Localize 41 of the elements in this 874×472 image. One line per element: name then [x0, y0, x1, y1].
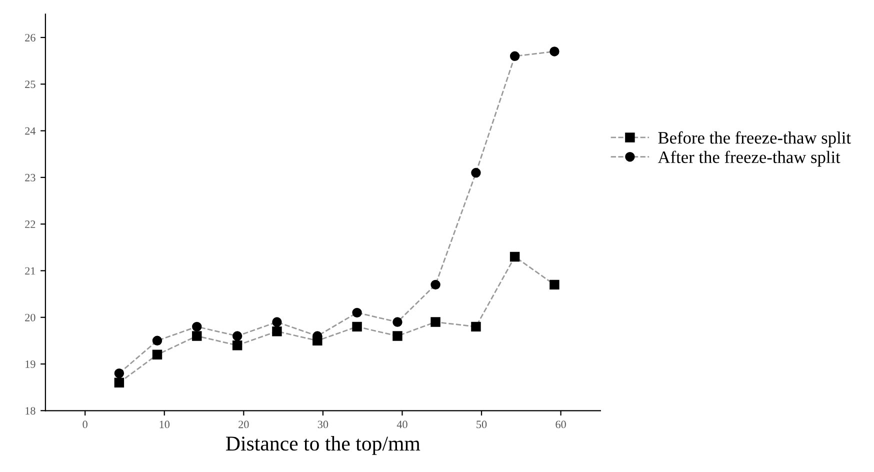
y-tick-label: 19	[26, 360, 36, 368]
point	[430, 280, 440, 290]
legend-label: Before the freeze-thaw split	[658, 131, 851, 148]
point	[152, 336, 162, 346]
point	[192, 331, 202, 341]
point	[114, 378, 124, 388]
y-tick-label: 25	[25, 80, 36, 88]
point	[272, 326, 282, 336]
point	[192, 322, 202, 332]
point	[352, 322, 362, 332]
point	[152, 350, 162, 360]
point	[392, 317, 402, 327]
y-tick-label: 21	[25, 267, 36, 275]
point	[232, 340, 242, 350]
y-tick-label: 20	[25, 314, 36, 322]
legend-label: After the freeze-thaw split	[658, 150, 840, 167]
point	[550, 46, 560, 56]
x-tick-label: 20	[238, 420, 249, 428]
point	[510, 51, 520, 61]
point	[471, 168, 481, 178]
x-axis-title: Distance to the top/mm	[226, 436, 420, 455]
point	[232, 331, 242, 341]
x-tick-label: 10	[160, 420, 170, 428]
x-tick-label: 0	[82, 420, 88, 428]
y-tick-label: 22	[25, 220, 36, 228]
x-tick-label: 50	[476, 420, 487, 428]
point	[114, 368, 124, 378]
point	[510, 252, 520, 262]
x-tick-label: 30	[318, 420, 328, 428]
point	[430, 317, 440, 327]
point	[550, 280, 560, 290]
point	[392, 331, 402, 341]
y-tick-label: 18	[26, 407, 36, 415]
x-tick-label: 60	[556, 420, 566, 428]
y-tick-label: 23	[25, 174, 36, 182]
point	[272, 317, 282, 327]
y-tick-label: 26	[25, 34, 36, 42]
x-tick-label: 40	[396, 420, 408, 428]
y-tick-label: 24	[25, 127, 36, 135]
point	[471, 322, 481, 332]
point	[352, 308, 362, 318]
